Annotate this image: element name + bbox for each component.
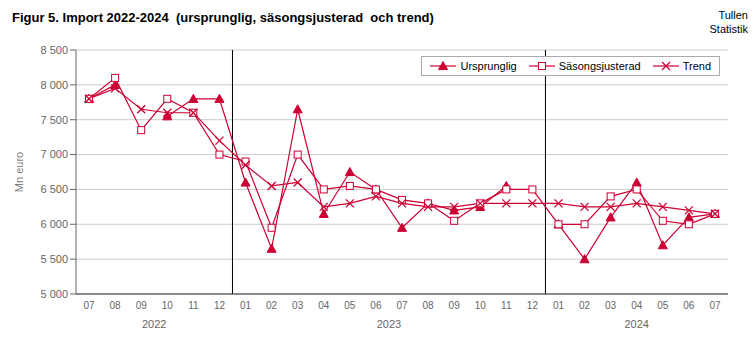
- svg-text:2023: 2023: [377, 318, 401, 330]
- html-text:Figur 5. Import 2022-2024 (urs: Figur 5. Import 2022-2024 (ursprunglig, …: [12, 10, 434, 25]
- svg-text:Mn euro: Mn euro: [13, 152, 25, 192]
- svg-text:02: 02: [579, 300, 591, 311]
- html-text:Trend: Trend: [682, 60, 711, 72]
- svg-text:2022: 2022: [142, 318, 166, 330]
- svg-text:07: 07: [83, 300, 95, 311]
- svg-text:05: 05: [657, 300, 669, 311]
- svg-text:01: 01: [553, 300, 565, 311]
- svg-text:12: 12: [214, 300, 226, 311]
- svg-text:8 500: 8 500: [40, 44, 68, 56]
- svg-text:01: 01: [240, 300, 252, 311]
- svg-text:10: 10: [475, 300, 487, 311]
- svg-text:06: 06: [683, 300, 695, 311]
- svg-text:03: 03: [292, 300, 304, 311]
- svg-text:11: 11: [188, 300, 199, 311]
- svg-text:02: 02: [266, 300, 278, 311]
- svg-text:06: 06: [370, 300, 382, 311]
- svg-text:07: 07: [709, 300, 721, 311]
- svg-text:2024: 2024: [624, 318, 648, 330]
- svg-text:07: 07: [396, 300, 408, 311]
- svg-text:04: 04: [318, 300, 330, 311]
- html-text:Ursprunglig: Ursprunglig: [460, 60, 517, 72]
- svg-text:08: 08: [423, 300, 435, 311]
- html-text:Tullen Statistik: Tullen Statistik: [709, 9, 748, 35]
- svg-text:7 000: 7 000: [40, 148, 68, 160]
- svg-text:7 500: 7 500: [40, 114, 68, 126]
- svg-text:11: 11: [501, 300, 512, 311]
- svg-text:08: 08: [110, 300, 122, 311]
- svg-text:5 000: 5 000: [40, 288, 68, 300]
- svg-text:09: 09: [136, 300, 148, 311]
- svg-text:5 500: 5 500: [40, 253, 68, 265]
- svg-text:03: 03: [605, 300, 617, 311]
- svg-text:09: 09: [449, 300, 461, 311]
- svg-text:12: 12: [527, 300, 539, 311]
- svg-text:05: 05: [344, 300, 356, 311]
- svg-text:6 000: 6 000: [40, 218, 68, 230]
- svg-text:10: 10: [162, 300, 174, 311]
- svg-text:04: 04: [631, 300, 643, 311]
- html-text:Säsongsjusterad: Säsongsjusterad: [558, 60, 641, 72]
- svg-text:6 500: 6 500: [40, 183, 68, 195]
- svg-text:8 000: 8 000: [40, 79, 68, 91]
